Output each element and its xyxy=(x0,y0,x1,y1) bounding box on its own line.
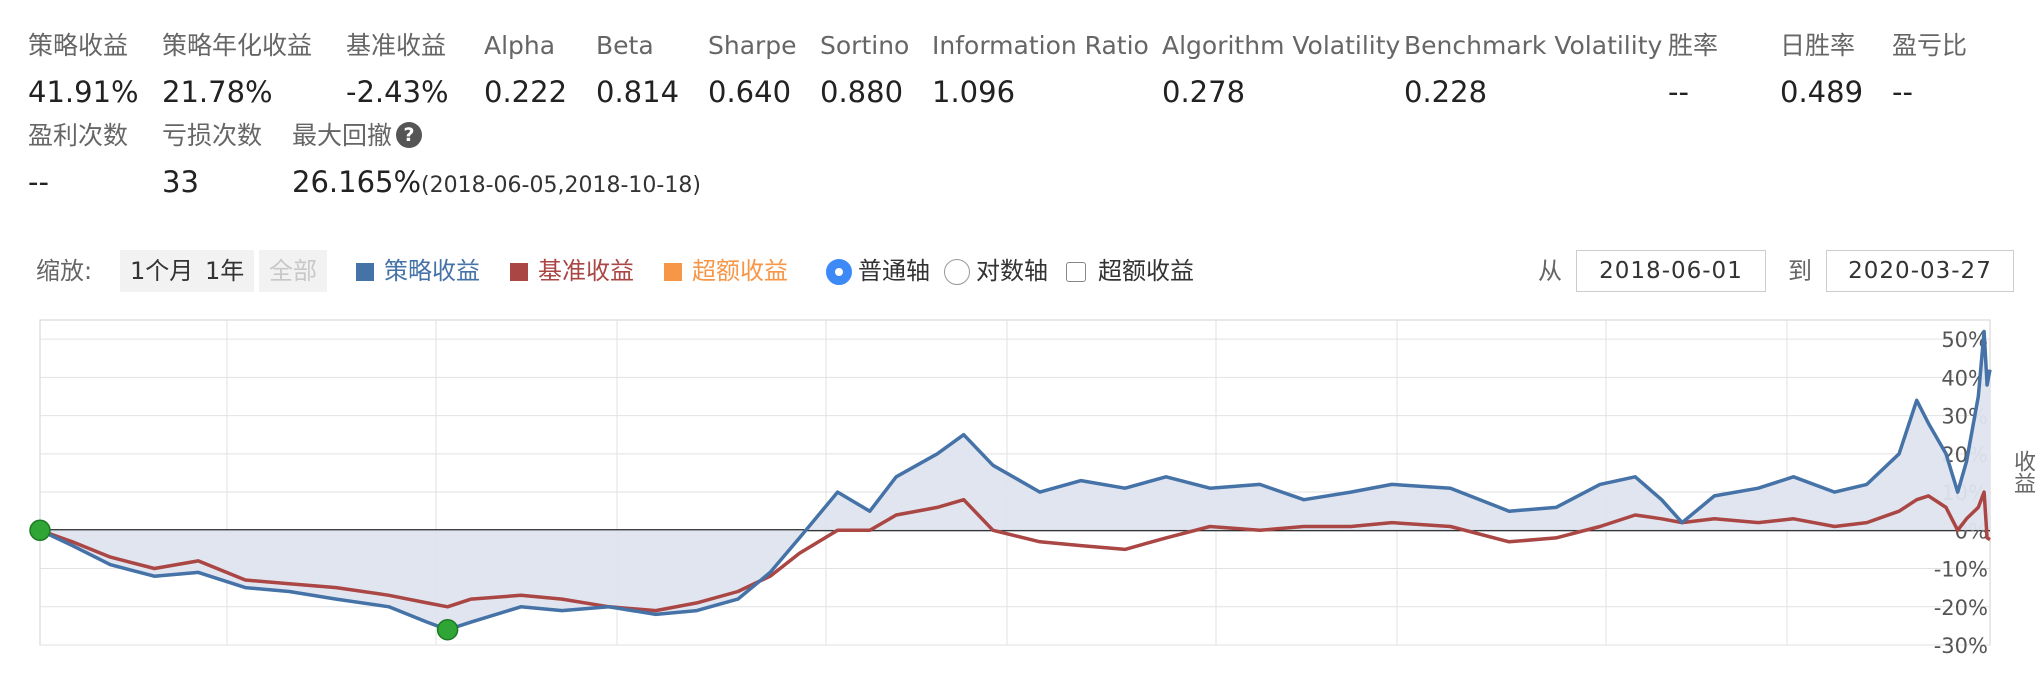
stat-label-text: 最大回撤 xyxy=(292,121,393,150)
radio-selected-icon[interactable] xyxy=(826,259,852,285)
stat-sharpe: Sharpe 0.640 xyxy=(708,28,797,110)
legend-label: 策略收益 xyxy=(384,257,480,285)
stat-value: 0.489 xyxy=(1780,75,1864,109)
zoom-all-button[interactable]: 全部 xyxy=(259,250,327,292)
stat-benchmark-volatility: Benchmark Volatility 0.228 xyxy=(1404,28,1662,110)
stat-daily-win-rate: 日胜率 0.489 xyxy=(1780,28,1863,110)
stat-label: Beta xyxy=(596,31,654,60)
stat-value: 0.228 xyxy=(1404,75,1488,109)
stat-label: 盈亏比 xyxy=(1892,31,1968,60)
legend-swatch xyxy=(356,263,374,281)
stat-label: 策略收益 xyxy=(28,31,129,60)
legend-swatch xyxy=(510,263,528,281)
stat-benchmark-return: 基准收益 -2.43% xyxy=(346,28,449,110)
excess-return-toggle[interactable]: 超额收益 xyxy=(1066,250,1194,292)
chart-toolbar: 缩放: 1个月 1年 全部 策略收益 基准收益 超额收益 普通轴 对数轴 超额收… xyxy=(36,250,2016,292)
legend-benchmark-return[interactable]: 基准收益 xyxy=(510,250,634,292)
legend-excess-return[interactable]: 超额收益 xyxy=(664,250,788,292)
y-tick-label: -30% xyxy=(1934,634,1988,658)
stat-value: 0.640 xyxy=(708,75,792,109)
drawdown-period: (2018-06-05,2018-10-18) xyxy=(421,173,701,198)
stat-label: 盈利次数 xyxy=(28,121,129,150)
stat-value: 21.78% xyxy=(162,75,273,109)
linear-axis-label: 普通轴 xyxy=(858,257,930,285)
zoom-1-year-button[interactable]: 1年 xyxy=(195,250,255,292)
stat-value: 0.814 xyxy=(596,75,680,109)
drawdown-marker xyxy=(29,519,51,542)
drawdown-value: 26.165% xyxy=(292,165,422,199)
to-label: 到 xyxy=(1788,257,1812,285)
stats-row-1: 策略收益 41.91% 策略年化收益 21.78% 基准收益 -2.43% Alpha… xyxy=(28,28,2018,118)
drawdown-marker xyxy=(436,618,459,641)
stat-label: Sortino xyxy=(820,31,910,60)
stat-value: -2.43% xyxy=(346,75,449,109)
stat-alpha: Alpha 0.222 xyxy=(484,28,567,110)
stat-win-count: 盈利次数 -- xyxy=(28,118,128,200)
linear-axis-option[interactable]: 普通轴 xyxy=(826,250,930,292)
stat-loss-count: 亏损次数 33 xyxy=(162,118,262,200)
stat-strategy-return: 策略收益 41.91% xyxy=(28,28,139,110)
radio-unselected-icon[interactable] xyxy=(944,259,970,285)
benchmark-return-line xyxy=(39,490,1991,613)
stat-value: 0.222 xyxy=(484,75,568,109)
legend-swatch xyxy=(664,263,682,281)
legend-label: 超额收益 xyxy=(692,257,788,285)
stat-label: 最大回撤? xyxy=(292,118,701,154)
legend-strategy-return[interactable]: 策略收益 xyxy=(356,250,480,292)
strategy-return-line xyxy=(39,329,1992,632)
log-axis-option[interactable]: 对数轴 xyxy=(944,250,1048,292)
y-axis-title: 收益 xyxy=(2010,450,2035,494)
to-date-input[interactable] xyxy=(1826,250,2014,292)
stat-value: 33 xyxy=(162,165,199,199)
stat-value: -- xyxy=(28,165,49,199)
y-tick-label: 50% xyxy=(1941,328,1988,352)
stat-label: 胜率 xyxy=(1668,31,1719,60)
excess-return-label: 超额收益 xyxy=(1098,257,1194,285)
stat-label: 亏损次数 xyxy=(162,121,263,150)
checkbox-icon[interactable] xyxy=(1066,262,1086,282)
stat-sortino: Sortino 0.880 xyxy=(820,28,909,110)
stat-value: -- xyxy=(1892,75,1913,109)
zoom-1-month-button[interactable]: 1个月 xyxy=(120,250,204,292)
stat-win-rate: 胜率 -- xyxy=(1668,28,1718,110)
stat-algorithm-volatility: Algorithm Volatility 0.278 xyxy=(1162,28,1400,110)
legend-label: 基准收益 xyxy=(538,257,634,285)
stat-label: 策略年化收益 xyxy=(162,31,313,60)
stat-annual-return: 策略年化收益 21.78% xyxy=(162,28,312,110)
stat-value: -- xyxy=(1668,75,1689,109)
strategy-fill-area xyxy=(40,331,1990,630)
y-tick-label: -20% xyxy=(1934,596,1988,620)
from-label: 从 xyxy=(1538,257,1562,285)
stat-value: 41.91% xyxy=(28,75,139,109)
stats-panel: 策略收益 41.91% 策略年化收益 21.78% 基准收益 -2.43% Alpha… xyxy=(28,28,2018,208)
stat-label: Algorithm Volatility xyxy=(1162,31,1401,60)
stat-value: 0.278 xyxy=(1162,75,1246,109)
stat-information-ratio: Information Ratio 1.096 xyxy=(932,28,1149,110)
stat-value: 0.880 xyxy=(820,75,904,109)
from-date-input[interactable] xyxy=(1576,250,1766,292)
stat-label: Alpha xyxy=(484,31,556,60)
returns-chart: 50%40%30%20%10%0%-10%-20%-30% xyxy=(29,319,1992,658)
stat-label: 基准收益 xyxy=(346,31,447,60)
question-icon[interactable]: ? xyxy=(396,122,423,148)
stat-profit-loss-ratio: 盈亏比 -- xyxy=(1892,28,1967,110)
y-tick-label: -10% xyxy=(1934,558,1988,582)
stat-label: Benchmark Volatility xyxy=(1404,31,1663,60)
stat-beta: Beta 0.814 xyxy=(596,28,679,110)
stat-label: Information Ratio xyxy=(932,31,1149,60)
stat-value: 1.096 xyxy=(932,75,1016,109)
stats-row-2: 盈利次数 -- 亏损次数 33 最大回撤? 26.165%(2018-06-05,2… xyxy=(28,118,2018,208)
log-axis-label: 对数轴 xyxy=(976,257,1048,285)
zoom-label: 缩放: xyxy=(36,257,93,285)
stat-label: Sharpe xyxy=(708,31,797,60)
stat-max-drawdown: 最大回撤? 26.165%(2018-06-05,2018-10-18) xyxy=(292,118,701,204)
stat-label: 日胜率 xyxy=(1780,31,1856,60)
stat-value: 26.165%(2018-06-05,2018-10-18) xyxy=(292,164,701,204)
